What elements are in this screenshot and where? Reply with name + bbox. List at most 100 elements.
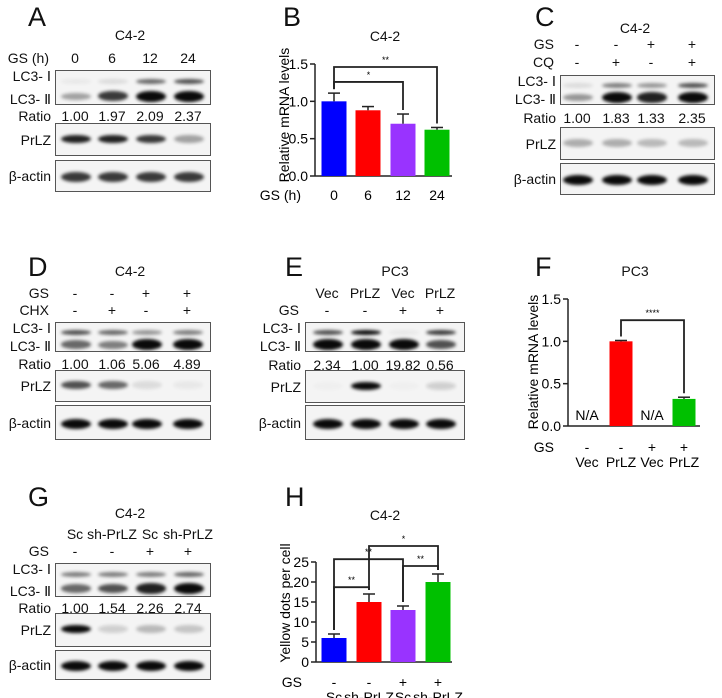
prlz-band xyxy=(61,625,91,634)
prlz-label: PrLZ xyxy=(270,378,301,395)
lc3-i-band xyxy=(174,571,204,577)
lane-condition: + xyxy=(182,302,192,318)
significance-bracket xyxy=(368,545,439,590)
lc3-i-band xyxy=(351,329,381,335)
ratio-value: 1.00 xyxy=(61,108,89,124)
y-tick-label: 1.5 xyxy=(289,56,309,72)
lc3-ii-label: LC3- Ⅱ xyxy=(9,338,51,354)
x-tick-label: + xyxy=(648,439,656,455)
lc3-i-band xyxy=(61,79,91,84)
lc3-ii-band xyxy=(136,583,166,594)
actin-band xyxy=(98,418,128,429)
prlz-band xyxy=(136,134,166,143)
lane-condition: - xyxy=(109,543,115,559)
lc3-i-band xyxy=(389,329,419,335)
x-tick-label: - xyxy=(585,439,590,455)
lane-condition: + xyxy=(687,54,697,70)
lc3-ii-band xyxy=(426,340,456,350)
actin-band xyxy=(678,175,708,185)
lane-condition: 12 xyxy=(142,50,158,66)
lc3-blot xyxy=(55,322,211,352)
actin-band xyxy=(602,175,632,185)
actin-band xyxy=(351,418,381,429)
panel-title: PC3 xyxy=(381,263,409,279)
panel-title: C4-2 xyxy=(114,505,146,521)
actin-band xyxy=(313,418,343,429)
prlz-blot xyxy=(55,123,211,156)
panel-letter-C: C xyxy=(535,2,555,32)
lc3-i-label: LC3- Ⅰ xyxy=(12,68,51,84)
lane-condition: - xyxy=(72,302,78,318)
bar xyxy=(321,101,347,176)
x-tick-label: sh-PrLZ xyxy=(413,689,463,698)
bar xyxy=(425,582,451,662)
condition-label: GS xyxy=(28,543,49,559)
lane-condition: - xyxy=(574,36,580,52)
ratio-value: 1.06 xyxy=(98,356,126,372)
x-tick-label: 24 xyxy=(429,187,445,203)
actin-band xyxy=(132,418,162,429)
prlz-band xyxy=(98,134,128,143)
prlz-blot xyxy=(560,127,715,160)
lane-condition: + xyxy=(435,302,445,318)
y-tick-label: 1.0 xyxy=(289,93,309,109)
lane-condition: Sc xyxy=(66,526,84,542)
lane-condition: PrLZ xyxy=(424,285,456,301)
x-tick-label: Vec xyxy=(575,454,598,470)
prlz-label: PrLZ xyxy=(20,378,51,394)
y-tick-label: 0.5 xyxy=(542,376,562,392)
lc3-i-band xyxy=(136,571,166,577)
lc3-i-band xyxy=(637,82,667,88)
y-axis-label: Relative mRNA levels xyxy=(525,295,541,430)
actin-band xyxy=(637,175,667,185)
panel-letter-E: E xyxy=(285,252,304,282)
actin-label: β-actin xyxy=(258,414,301,431)
lane-condition: Vec xyxy=(315,285,339,301)
ratio-value: 1.54 xyxy=(98,600,126,616)
y-tick-label: 0.0 xyxy=(289,168,309,184)
actin-band xyxy=(61,172,91,182)
panel-title: C4-2 xyxy=(114,27,146,43)
lc3-i-band xyxy=(174,79,204,84)
ratio-value: 2.74 xyxy=(174,600,202,616)
ratio-value: 2.37 xyxy=(174,108,202,124)
y-tick-label: 0.0 xyxy=(542,418,562,434)
lane-condition: + xyxy=(145,543,155,559)
ratio-value: 1.83 xyxy=(602,110,630,126)
x-tick-label: PrLZ xyxy=(606,454,637,470)
x-tick-label: - xyxy=(332,674,337,690)
lane-condition: + xyxy=(611,54,621,70)
actin-band xyxy=(426,418,456,429)
lc3-ii-band xyxy=(313,339,343,351)
significance-label: * xyxy=(367,70,371,80)
x-tick-label: Vec xyxy=(640,454,663,470)
lc3-i-band xyxy=(173,329,203,335)
bar-label-na: N/A xyxy=(640,407,664,423)
y-tick-label: 0.5 xyxy=(289,131,309,147)
ratio-value: 5.06 xyxy=(132,356,160,372)
lane-condition: + xyxy=(107,302,117,318)
y-tick-label: 10 xyxy=(293,614,309,630)
lc3-ii-label: LC3- Ⅱ xyxy=(259,338,301,354)
actin-blot xyxy=(305,405,465,440)
lc3-i-band xyxy=(426,329,456,335)
panel-letter-B: B xyxy=(283,2,302,32)
ratio-label: Ratio xyxy=(268,357,301,373)
x-tick-label: - xyxy=(619,439,624,455)
ratio-label: Ratio xyxy=(18,356,51,372)
lc3-i-band xyxy=(602,82,632,88)
prlz-band xyxy=(563,138,593,147)
y-tick-label: 5 xyxy=(301,634,309,650)
prlz-band xyxy=(426,381,456,390)
bar-label-na: N/A xyxy=(575,407,599,423)
actin-band xyxy=(136,172,166,182)
y-tick-label: 1.0 xyxy=(542,333,562,349)
lc3-ii-band xyxy=(174,90,204,102)
actin-blot xyxy=(560,163,715,195)
panel-letter-A: A xyxy=(28,2,47,32)
actin-blot xyxy=(55,650,211,680)
prlz-band xyxy=(173,381,203,390)
y-tick-label: 25 xyxy=(293,554,309,570)
prlz-band xyxy=(351,381,381,390)
